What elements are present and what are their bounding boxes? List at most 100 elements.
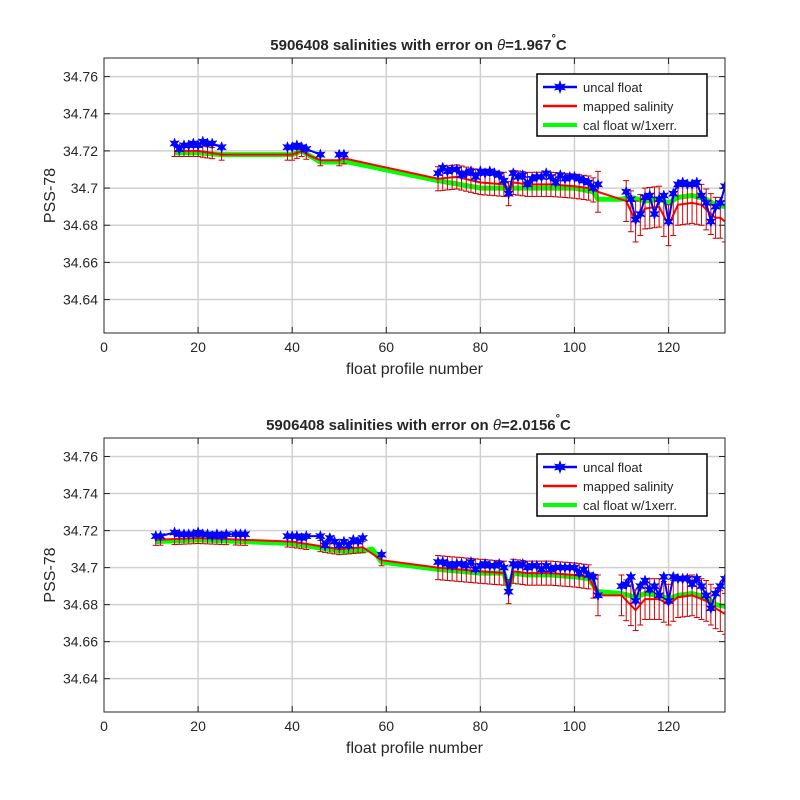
uncal-float-marker xyxy=(498,174,510,187)
x-axis-label: float profile number xyxy=(346,740,484,757)
y-tick-label: 34.64 xyxy=(63,671,98,687)
uncal-float-marker xyxy=(583,176,594,189)
chart-title-theta: θ xyxy=(493,417,501,434)
y-tick-label: 34.74 xyxy=(63,486,98,502)
uncal-float-marker xyxy=(239,528,251,541)
chart-panel-top: 0 20 40 60 80 100 120 34.64 34.66 34.68 34.7 34.72 3… xyxy=(42,33,726,378)
legend-label: cal float w/1xerr. xyxy=(583,498,677,513)
y-tick-label: 34.72 xyxy=(63,523,98,539)
uncal-float-marker xyxy=(314,148,326,161)
x-tick-label: 40 xyxy=(284,718,300,734)
x-tick-label: 100 xyxy=(563,339,587,355)
uncal-float-marker xyxy=(649,579,660,593)
chart-title-prefix: 5906408 salinities with error on xyxy=(266,417,493,434)
y-tick-label: 34.68 xyxy=(63,217,98,233)
x-axis-label: float profile number xyxy=(346,361,484,378)
uncal-float-marker xyxy=(493,557,505,571)
uncal-float-marker xyxy=(314,529,326,543)
y-tick-label: 34.76 xyxy=(63,69,98,85)
uncal-float-marker xyxy=(691,572,703,585)
legend-star-marker xyxy=(553,459,567,475)
uncal-float-marker xyxy=(592,589,604,602)
plot-content xyxy=(150,526,725,635)
x-tick-label: 20 xyxy=(190,718,206,734)
uncal-float-marker xyxy=(714,579,725,593)
legend: uncal float mapped salinity cal float w/1x… xyxy=(536,73,708,137)
x-tick-label: 120 xyxy=(657,339,681,355)
x-tick-label: 80 xyxy=(473,339,489,355)
chart-title-degree: ° xyxy=(551,33,555,45)
uncal-float-marker xyxy=(155,529,166,543)
uncal-float-marker xyxy=(517,168,529,182)
uncal-float-marker xyxy=(719,572,725,585)
uncal-float-marker xyxy=(705,215,717,228)
x-tick-label: 40 xyxy=(284,339,300,355)
cal-float-line xyxy=(155,537,725,609)
uncal-float-marker xyxy=(498,561,510,574)
uncal-float-marker xyxy=(700,196,712,210)
chart-title-theta: θ xyxy=(497,37,505,54)
uncal-float-marker xyxy=(503,585,515,598)
uncal-float-marker xyxy=(540,166,552,180)
x-tick-label: 80 xyxy=(473,718,489,734)
uncal-float-marker xyxy=(658,189,670,202)
uncal-float-marker xyxy=(554,168,566,182)
y-tick-label: 34.72 xyxy=(63,143,98,159)
uncal-float-marker xyxy=(644,189,656,202)
plot-content xyxy=(169,135,725,247)
y-axis-label: PSS-78 xyxy=(42,547,59,602)
uncal-float-marker xyxy=(630,594,642,608)
uncal-float-marker xyxy=(587,570,599,584)
y-tick-label: 34.76 xyxy=(63,449,98,465)
x-tick-label: 120 xyxy=(657,718,681,734)
uncal-float-marker xyxy=(338,148,350,161)
uncal-float-marker xyxy=(663,215,674,228)
uncal-float-marker xyxy=(625,192,637,206)
uncal-float-marker xyxy=(691,176,703,189)
uncal-float-marker xyxy=(517,557,529,571)
uncal-float-marker xyxy=(376,548,387,561)
y-tick-label: 34.64 xyxy=(63,292,98,308)
y-tick-label: 34.7 xyxy=(71,180,98,196)
uncal-float-marker xyxy=(592,178,604,191)
x-tick-label: 0 xyxy=(100,339,108,355)
y-tick-label: 34.7 xyxy=(71,560,98,576)
legend-label: uncal float xyxy=(583,460,643,475)
chart-title-prefix: 5906408 salinities with error on xyxy=(270,37,497,54)
uncal-float-marker xyxy=(620,185,632,199)
uncal-float-marker xyxy=(216,140,228,154)
uncal-float-marker xyxy=(625,570,637,584)
uncal-float-marker xyxy=(206,137,218,150)
uncal-float-marker xyxy=(696,579,707,593)
axes-box xyxy=(103,437,726,713)
uncal-float-marker xyxy=(653,589,665,602)
uncal-float-marker xyxy=(300,529,312,543)
uncal-float-marker xyxy=(493,168,505,182)
uncal-float-marker xyxy=(503,187,515,200)
x-tick-label: 60 xyxy=(378,718,394,734)
uncal-float-marker xyxy=(300,142,312,156)
legend-label: cal float w/1xerr. xyxy=(583,118,677,133)
uncal-float-marker xyxy=(667,187,679,200)
chart-title-value: =2.0156 xyxy=(501,417,556,434)
uncal-float-marker xyxy=(540,559,552,572)
x-tick-label: 100 xyxy=(563,718,587,734)
y-tick-label: 34.68 xyxy=(63,597,98,613)
uncal-float-marker xyxy=(634,207,646,221)
chart-title-unit: C xyxy=(556,37,567,54)
x-tick-label: 20 xyxy=(190,339,206,355)
uncal-float-marker xyxy=(465,555,477,569)
axes-box xyxy=(103,57,726,334)
legend: uncal float mapped salinity cal float w/1x… xyxy=(536,453,708,517)
chart-title: 5906408 salinities with error on θ=1.967… xyxy=(270,33,567,54)
chart-title-value: =1.967 xyxy=(505,37,551,54)
uncal-float-marker xyxy=(578,563,590,576)
uncal-float-marker xyxy=(507,166,519,180)
uncal-float-marker xyxy=(357,531,369,545)
uncal-float-marker xyxy=(714,196,725,210)
y-axis-label: PSS-78 xyxy=(42,168,59,223)
uncal-float-marker xyxy=(700,589,712,602)
legend-label: mapped salinity xyxy=(583,99,674,114)
uncal-float-marker xyxy=(649,207,660,221)
